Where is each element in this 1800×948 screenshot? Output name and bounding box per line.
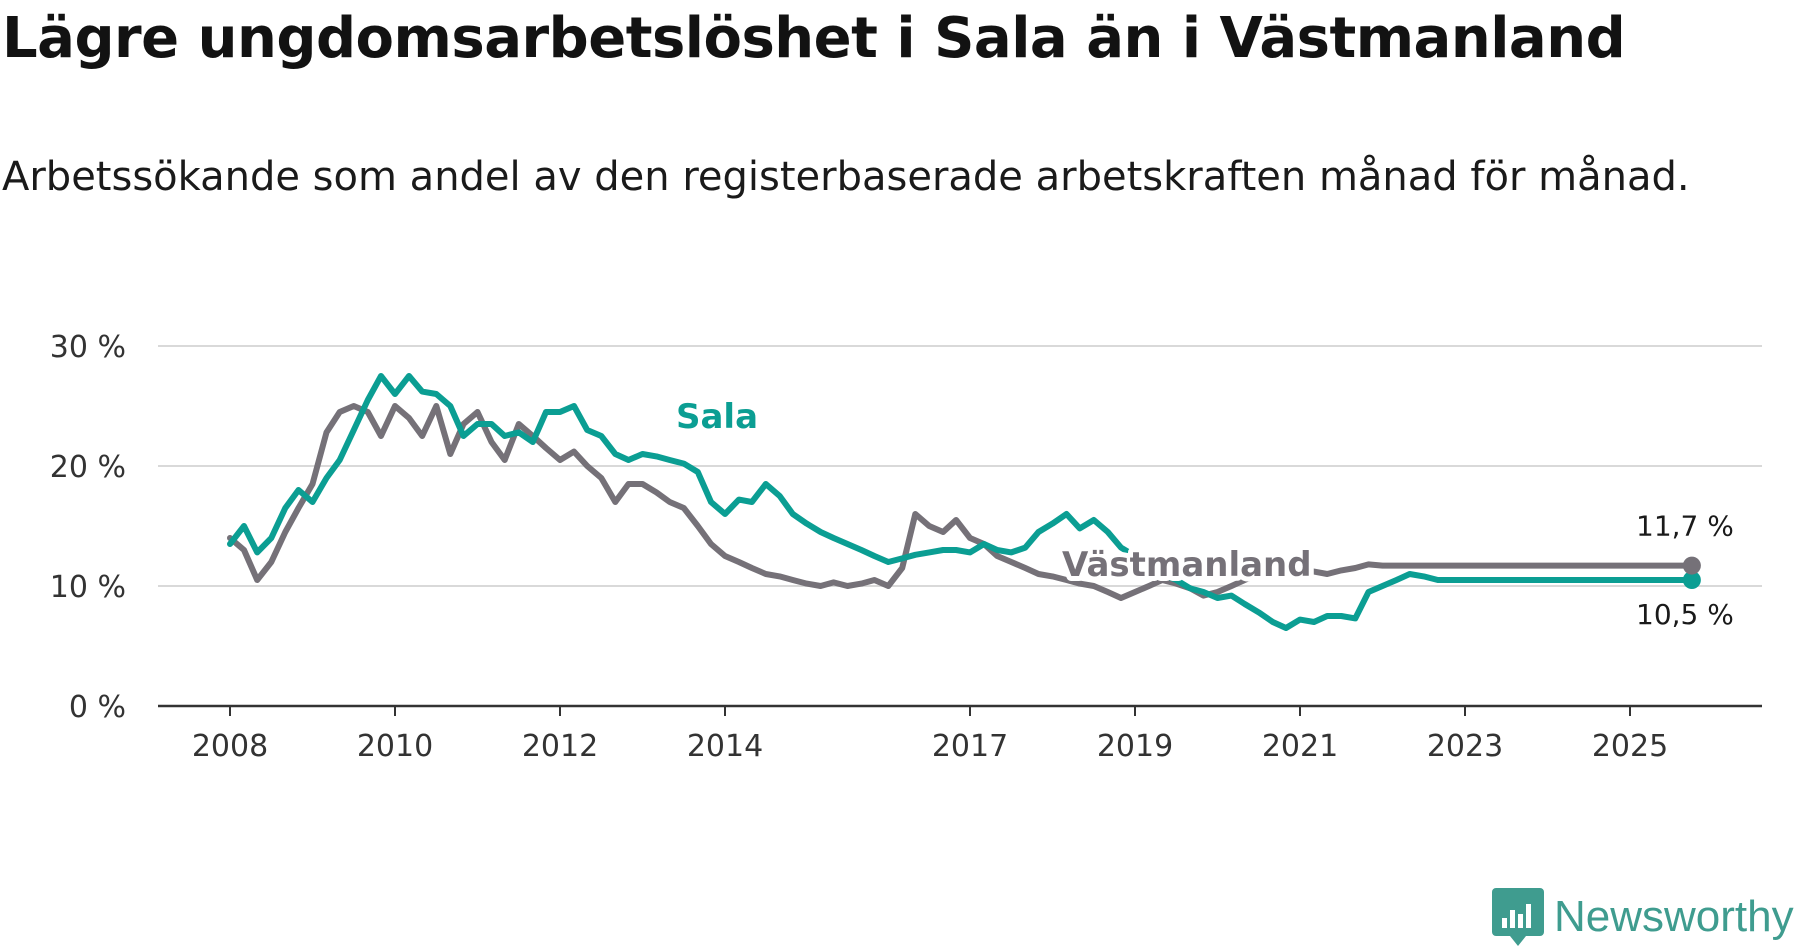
grid-lines xyxy=(158,345,1762,587)
x-tick-label: 2025 xyxy=(1592,729,1668,764)
x-tick-label: 2012 xyxy=(522,729,598,764)
vastmanland-end-label: 11,7 % xyxy=(1636,510,1734,543)
brand: Newsworthy xyxy=(1492,888,1794,946)
sala-end-label: 10,5 % xyxy=(1636,598,1734,631)
x-tick-label: 2019 xyxy=(1097,729,1173,764)
y-tick-label: 10 % xyxy=(50,570,126,605)
x-tick-label: 2010 xyxy=(357,729,433,764)
y-tick-label: 20 % xyxy=(50,450,126,485)
vastmanland-series-label: Västmanland xyxy=(1062,545,1312,585)
x-tick-label: 2017 xyxy=(932,729,1008,764)
x-tick-label: 2014 xyxy=(687,729,763,764)
y-tick-label: 30 % xyxy=(50,330,126,365)
end-markers: 10,5 % 11,7 % xyxy=(1636,510,1734,631)
vastmanland-end-marker xyxy=(1682,556,1701,575)
x-tick-label: 2023 xyxy=(1427,729,1503,764)
y-tick-label: 0 % xyxy=(69,690,126,725)
series-lines xyxy=(227,373,1695,631)
sala-line xyxy=(227,373,1695,631)
chart-title: Lägre ungdomsarbetslöshet i Sala än i Vä… xyxy=(2,6,1626,71)
brand-name: Newsworthy xyxy=(1554,892,1794,941)
y-axis-ticks: 0 % 10 % 20 % 30 % xyxy=(50,330,126,725)
sala-series-label: Sala xyxy=(676,397,758,437)
x-tick-label: 2008 xyxy=(192,729,268,764)
x-axis: 2008 2010 2012 2014 2017 2019 2021 2023 2025 xyxy=(158,704,1762,764)
vastmanland-line xyxy=(227,403,1695,601)
chart-subtitle: Arbetssökande som andel av den registerb… xyxy=(2,154,1690,200)
series-labels: Sala Västmanland xyxy=(671,392,1317,590)
newsworthy-logo-icon xyxy=(1492,888,1544,946)
x-tick-label: 2021 xyxy=(1262,729,1338,764)
sala-end-marker xyxy=(1682,571,1701,589)
